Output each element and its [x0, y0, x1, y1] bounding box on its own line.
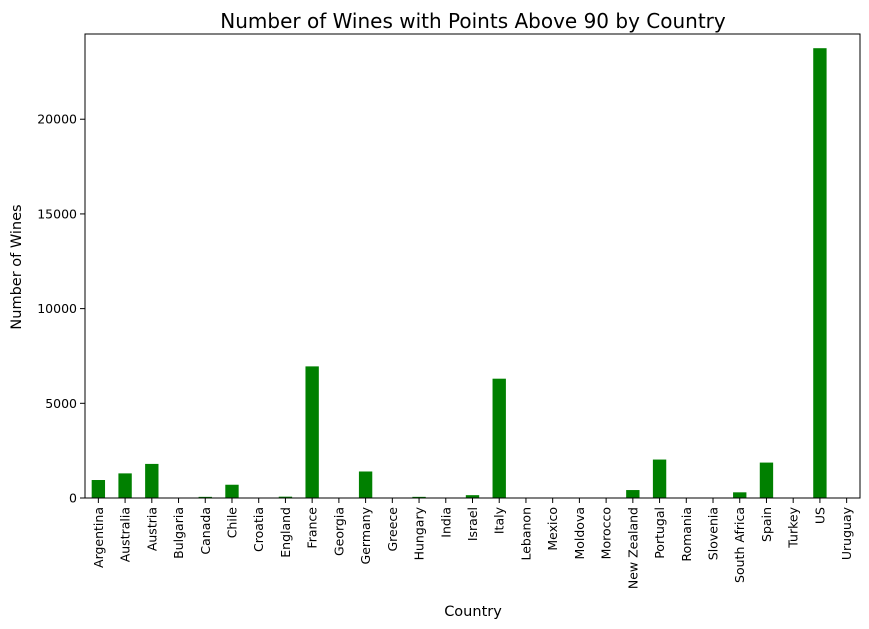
bar-canada — [198, 496, 212, 498]
x-tick-label-bulgaria: Bulgaria — [171, 507, 186, 559]
x-tick-label-south-africa: South Africa — [732, 507, 747, 583]
bar-hungary — [412, 496, 426, 498]
bar-england — [278, 496, 293, 498]
bars-group — [91, 48, 854, 498]
x-tick-label-france: France — [305, 507, 320, 549]
bar-spain — [759, 462, 774, 498]
bar-portugal — [652, 459, 667, 498]
bar-us — [813, 48, 827, 498]
bar-chile — [225, 484, 239, 498]
bar-south-africa — [733, 492, 747, 498]
x-tick-label-moldova: Moldova — [572, 507, 587, 560]
x-tick-label-lebanon: Lebanon — [518, 507, 533, 561]
plot-frame — [84, 33, 861, 499]
x-tick-label-new-zealand: New Zealand — [625, 507, 640, 589]
x-tick-label-georgia: Georgia — [331, 507, 346, 556]
x-tick-label-mexico: Mexico — [545, 507, 560, 551]
bar-germany — [358, 471, 373, 498]
x-tick-label-croatia: Croatia — [251, 507, 266, 552]
bar-italy — [492, 378, 506, 498]
x-tick-label-morocco: Morocco — [599, 507, 614, 559]
x-tick-label-greece: Greece — [385, 507, 400, 552]
x-tick-label-romania: Romania — [679, 507, 694, 562]
x-tick-label-england: England — [278, 507, 293, 558]
x-tick-label-germany: Germany — [358, 506, 373, 564]
bar-new-zealand — [626, 490, 640, 498]
x-tick-label-spain: Spain — [759, 507, 774, 542]
bar-argentina — [91, 480, 106, 498]
x-tick-label-canada: Canada — [198, 507, 213, 555]
x-tick-label-slovenia: Slovenia — [706, 507, 721, 560]
y-tick-label: 15000 — [37, 206, 77, 221]
x-axis-ticks: Argentina Australia Austria Bulgaria Canada C… — [91, 498, 854, 589]
y-tick-label: 10000 — [37, 301, 77, 316]
x-axis-label: Country — [444, 604, 502, 620]
x-tick-label-australia: Australia — [118, 507, 133, 562]
x-tick-label-india: India — [438, 507, 453, 538]
bar-israel — [465, 495, 480, 498]
y-tick-label: 0 — [69, 491, 77, 506]
y-axis-label: Number of Wines — [9, 204, 25, 329]
y-axis-ticks: 0 5000 10000 15000 20000 — [37, 112, 85, 506]
x-tick-label-hungary: Hungary — [412, 506, 427, 560]
x-tick-label-israel: Israel — [465, 507, 480, 541]
x-tick-label-austria: Austria — [144, 507, 159, 551]
y-tick-label: 20000 — [37, 112, 77, 127]
x-tick-label-chile: Chile — [224, 507, 239, 539]
x-tick-label-portugal: Portugal — [652, 507, 667, 559]
bar-australia — [118, 473, 132, 498]
x-tick-label-italy: Italy — [492, 506, 507, 534]
x-tick-label-argentina: Argentina — [91, 507, 106, 568]
x-tick-label-uruguay: Uruguay — [839, 506, 854, 560]
x-tick-label-turkey: Turkey — [786, 506, 801, 548]
bar-austria — [145, 463, 159, 498]
y-tick-label: 5000 — [45, 396, 77, 411]
x-tick-label-us: US — [812, 507, 827, 524]
bar-france — [305, 366, 319, 498]
chart-title: Number of Wines with Points Above 90 by … — [220, 9, 726, 33]
